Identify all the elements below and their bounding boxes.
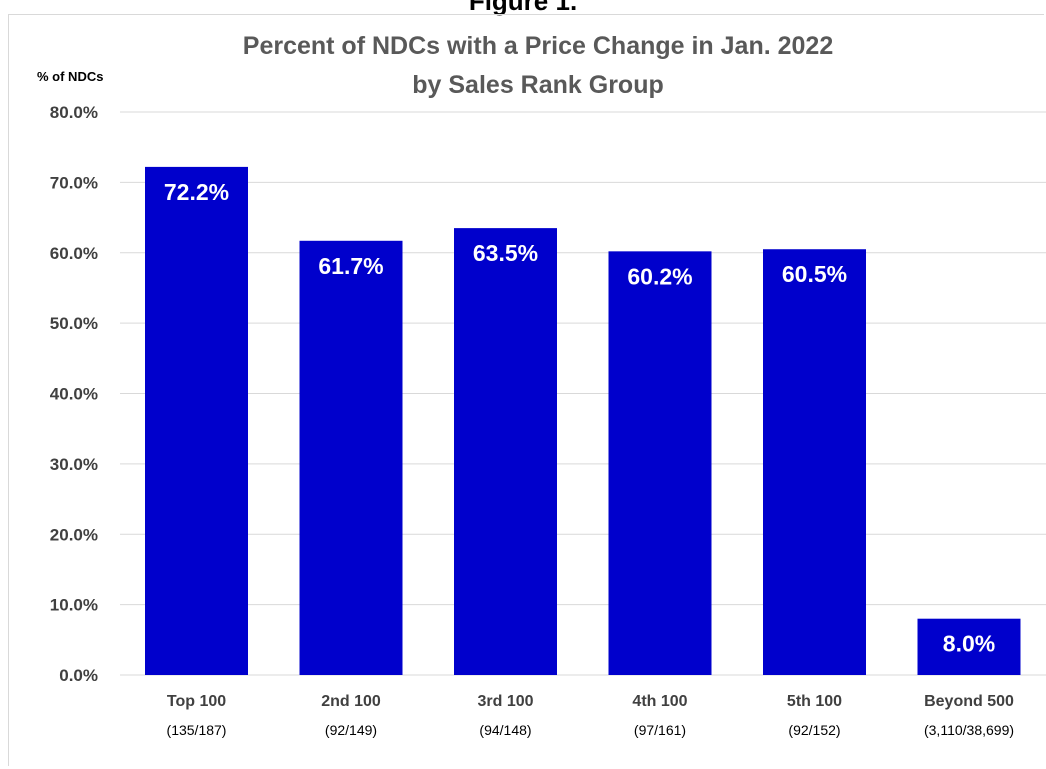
y-tick-label: 20.0% [50, 525, 98, 544]
x-tick-sublabel: (135/187) [167, 722, 227, 738]
bar [917, 618, 1021, 675]
chart-title-line-1: Percent of NDCs with a Price Change in J… [243, 32, 833, 60]
x-tick-label: 2nd 100 [321, 693, 381, 710]
y-tick-label: 80.0% [50, 103, 98, 122]
data-label: 60.5% [782, 261, 847, 287]
data-label: 72.2% [164, 179, 229, 205]
x-tick-sublabel: (97/161) [634, 722, 686, 738]
bar [454, 228, 557, 675]
bar [763, 249, 866, 675]
y-tick-label: 10.0% [50, 596, 98, 615]
y-tick-label: 40.0% [50, 385, 98, 404]
x-tick-label: Top 100 [167, 693, 226, 710]
y-tick-label: 0.0% [59, 666, 98, 685]
y-tick-label: 70.0% [50, 173, 98, 192]
y-tick-label: 30.0% [50, 455, 98, 474]
x-tick-sublabel: (94/148) [479, 722, 531, 738]
chart-title-line-2: by Sales Rank Group [412, 71, 663, 99]
x-tick-sublabel: (92/149) [325, 722, 377, 738]
bar [608, 251, 712, 675]
bar [145, 166, 248, 675]
y-axis-label: % of NDCs [37, 69, 103, 84]
y-tick-label: 50.0% [50, 314, 98, 333]
data-label: 63.5% [473, 240, 538, 266]
figure-heading: Figure 1. [468, 0, 578, 16]
x-tick-label: 5th 100 [787, 693, 842, 710]
y-tick-label: 60.0% [50, 244, 98, 263]
data-label: 61.7% [318, 253, 383, 279]
x-tick-sublabel: (3,110/38,699) [924, 722, 1014, 738]
x-tick-label: Beyond 500 [924, 693, 1014, 710]
x-tick-label: 4th 100 [632, 693, 687, 710]
chart-frame [8, 14, 1044, 766]
x-tick-label: 3rd 100 [477, 693, 533, 710]
data-label: 8.0% [943, 631, 995, 657]
bar [299, 240, 403, 675]
x-tick-sublabel: (92/152) [788, 722, 840, 738]
data-label: 60.2% [627, 263, 692, 289]
